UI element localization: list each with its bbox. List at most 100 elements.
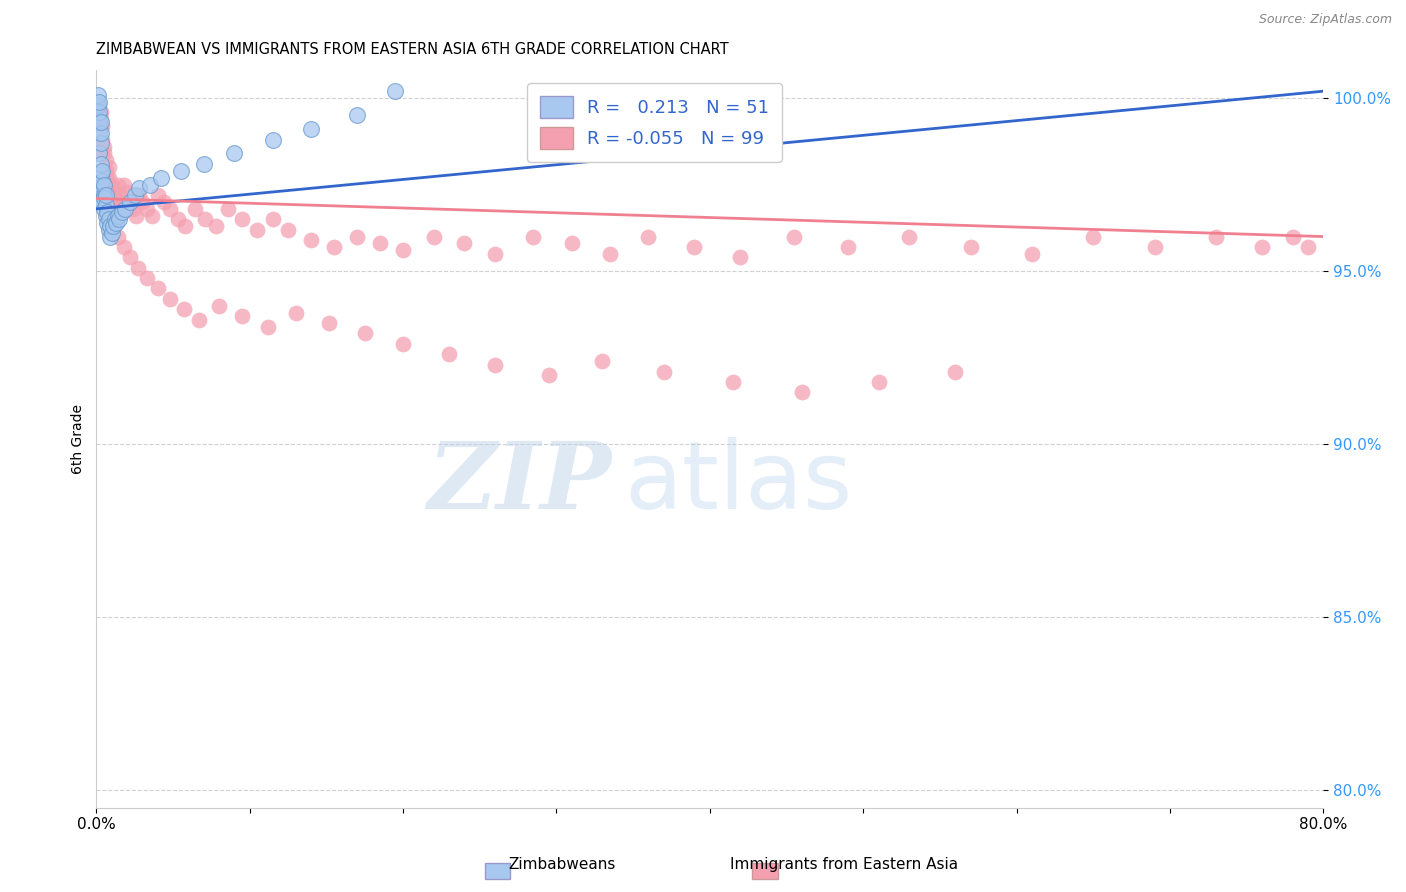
- Text: Source: ZipAtlas.com: Source: ZipAtlas.com: [1258, 13, 1392, 27]
- Point: [170, 163, 193, 178]
- Point: [246, 222, 269, 236]
- Point: [868, 375, 890, 389]
- Point: [103, 185, 125, 199]
- Text: Zimbabweans: Zimbabweans: [509, 857, 616, 872]
- Y-axis label: 6th Grade: 6th Grade: [72, 404, 86, 474]
- Point: [183, 202, 205, 216]
- Point: [93, 139, 115, 153]
- Point: [159, 292, 181, 306]
- Point: [93, 181, 115, 195]
- Point: [149, 170, 172, 185]
- Point: [943, 365, 966, 379]
- Point: [87, 87, 110, 102]
- Text: ZIMBABWEAN VS IMMIGRANTS FROM EASTERN ASIA 6TH GRADE CORRELATION CHART: ZIMBABWEAN VS IMMIGRANTS FROM EASTERN AS…: [97, 42, 728, 57]
- Point: [91, 185, 114, 199]
- Point: [115, 185, 138, 199]
- Point: [1143, 240, 1166, 254]
- Point: [453, 236, 475, 251]
- Point: [107, 229, 129, 244]
- Point: [111, 205, 134, 219]
- Point: [98, 229, 121, 244]
- Point: [97, 212, 120, 227]
- Point: [90, 178, 112, 192]
- Point: [146, 281, 169, 295]
- Point: [959, 240, 981, 254]
- Point: [91, 133, 114, 147]
- Point: [323, 240, 346, 254]
- Text: Immigrants from Eastern Asia: Immigrants from Eastern Asia: [730, 857, 957, 872]
- Point: [93, 188, 115, 202]
- Point: [128, 181, 150, 195]
- Point: [423, 229, 446, 244]
- Point: [346, 229, 368, 244]
- Point: [1083, 229, 1105, 244]
- Point: [93, 202, 115, 216]
- Point: [1251, 240, 1274, 254]
- Point: [90, 167, 112, 181]
- Point: [277, 222, 299, 236]
- Point: [89, 105, 111, 120]
- Point: [94, 209, 117, 223]
- Point: [224, 146, 246, 161]
- Point: [136, 271, 159, 285]
- Point: [591, 354, 613, 368]
- Point: [103, 219, 125, 234]
- Point: [1205, 229, 1227, 244]
- Point: [217, 202, 239, 216]
- Point: [108, 188, 131, 202]
- Point: [1021, 247, 1043, 261]
- Point: [262, 212, 284, 227]
- Point: [91, 119, 114, 133]
- Point: [783, 229, 806, 244]
- Point: [96, 170, 118, 185]
- Point: [90, 136, 112, 150]
- Point: [96, 205, 118, 219]
- Point: [124, 188, 146, 202]
- Point: [107, 178, 129, 192]
- Point: [112, 240, 135, 254]
- Legend: R =   0.213   N = 51, R = -0.055   N = 99: R = 0.213 N = 51, R = -0.055 N = 99: [527, 83, 782, 161]
- Point: [231, 309, 253, 323]
- Point: [97, 161, 120, 175]
- Point: [96, 181, 118, 195]
- Point: [90, 105, 112, 120]
- Point: [100, 178, 122, 192]
- Point: [139, 178, 162, 192]
- Point: [484, 358, 506, 372]
- Point: [166, 212, 188, 227]
- Point: [91, 194, 114, 209]
- Point: [90, 143, 112, 157]
- Point: [127, 260, 149, 275]
- Point: [98, 178, 121, 192]
- Point: [368, 236, 391, 251]
- Point: [652, 365, 675, 379]
- Point: [299, 233, 322, 247]
- Point: [89, 115, 111, 129]
- Point: [107, 209, 129, 223]
- Point: [262, 133, 284, 147]
- Point: [97, 170, 120, 185]
- Point: [353, 326, 375, 341]
- Point: [87, 98, 110, 112]
- Point: [721, 375, 744, 389]
- Point: [89, 126, 111, 140]
- Point: [112, 178, 135, 192]
- Point: [120, 250, 142, 264]
- Point: [120, 194, 142, 209]
- Point: [105, 216, 128, 230]
- Point: [104, 212, 127, 227]
- Point: [128, 188, 150, 202]
- Point: [94, 153, 117, 168]
- Point: [100, 226, 122, 240]
- Point: [384, 84, 406, 98]
- Point: [898, 229, 921, 244]
- Point: [299, 122, 322, 136]
- Point: [98, 219, 121, 234]
- Point: [93, 192, 115, 206]
- Point: [146, 188, 169, 202]
- Point: [159, 202, 181, 216]
- Point: [392, 244, 415, 258]
- Point: [89, 146, 111, 161]
- Point: [194, 212, 217, 227]
- Point: [89, 98, 111, 112]
